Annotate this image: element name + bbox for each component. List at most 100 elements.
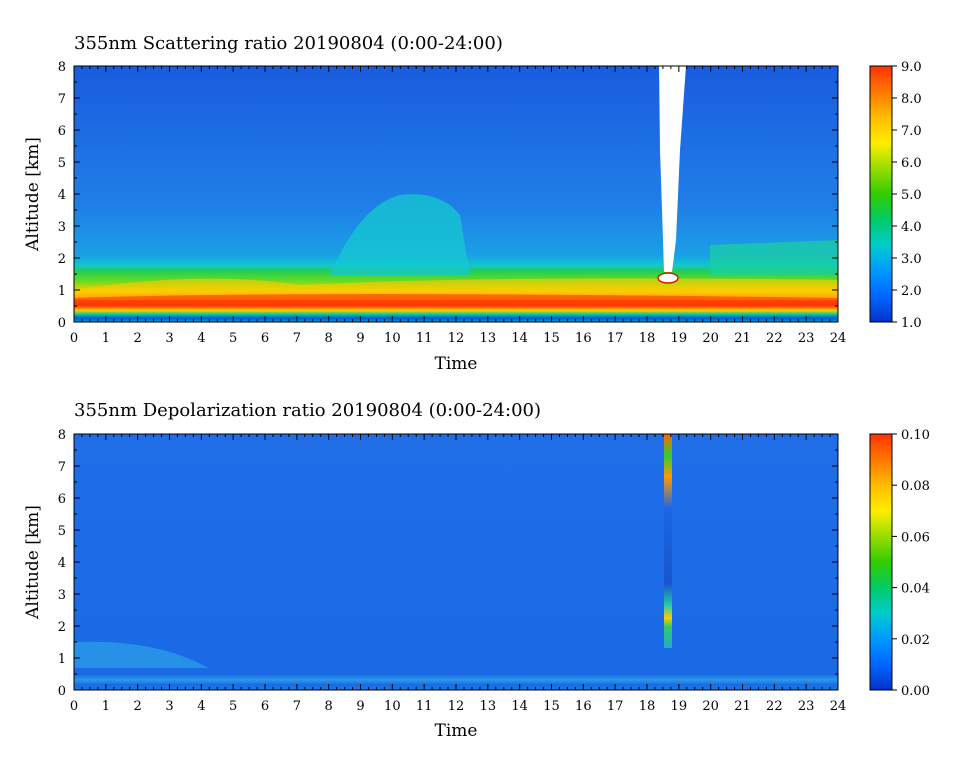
y-tick-label: 0 (58, 316, 66, 331)
x-tick-label: 9 (356, 331, 364, 346)
x-tick-label: 17 (607, 699, 624, 714)
depolarization-ratio-panel: 355nm Depolarization ratio 20190804 (0:0… (23, 400, 930, 741)
colorbar-tick-label: 6.0 (901, 156, 922, 171)
colorbar-tick-label: 0.00 (901, 684, 930, 699)
y-axis-label: Altitude [km] (23, 505, 43, 620)
x-tick-label: 4 (197, 699, 205, 714)
no-data-gap (659, 66, 686, 272)
x-tick-label: 11 (416, 699, 433, 714)
y-tick-label: 6 (58, 492, 66, 507)
y-tick-label: 6 (58, 124, 66, 139)
x-tick-label: 6 (261, 699, 269, 714)
x-tick-label: 14 (511, 699, 528, 714)
x-tick-label: 20 (702, 699, 719, 714)
chart-title: 355nm Depolarization ratio 20190804 (0:0… (74, 400, 541, 421)
x-tick-label: 19 (671, 699, 688, 714)
x-tick-label: 18 (639, 699, 656, 714)
x-tick-label: 19 (671, 331, 688, 346)
x-tick-label: 17 (607, 331, 624, 346)
x-tick-label: 22 (766, 699, 783, 714)
x-tick-label: 21 (734, 699, 751, 714)
y-tick-label: 3 (58, 220, 66, 235)
x-tick-label: 10 (384, 699, 401, 714)
x-tick-label: 8 (325, 331, 333, 346)
y-tick-label: 4 (58, 556, 66, 571)
x-tick-label: 1 (102, 699, 110, 714)
y-tick-label: 8 (58, 60, 66, 75)
x-tick-label: 5 (229, 699, 237, 714)
plot-area (73, 65, 839, 323)
elevated-layer (74, 641, 208, 668)
x-tick-label: 12 (448, 331, 465, 346)
colorbar-tick-label: 1.0 (901, 316, 922, 331)
x-tick-label: 6 (261, 331, 269, 346)
y-axis: 0 1 2 3 4 5 6 7 8 (58, 428, 838, 699)
x-tick-label: 15 (543, 331, 560, 346)
colorbar-tick-label: 0.10 (901, 428, 930, 443)
x-tick-label: 11 (416, 331, 433, 346)
boundary-layer-core (74, 294, 838, 306)
x-tick-label: 24 (830, 699, 847, 714)
cloud-base-marker (657, 272, 679, 284)
y-tick-label: 2 (58, 620, 66, 635)
colorbar-gradient (869, 433, 893, 691)
x-axis: 0 1 2 3 4 5 6 7 8 9 10 11 12 13 14 15 16 17 18 19 20 21 22 23 24 (70, 66, 846, 346)
y-tick-label: 1 (58, 652, 66, 667)
x-axis-label: Time (435, 354, 478, 374)
colorbar-tick-label: 5.0 (901, 188, 922, 203)
x-tick-label: 16 (575, 331, 592, 346)
x-tick-label: 7 (293, 699, 301, 714)
x-tick-label: 4 (197, 331, 205, 346)
y-tick-label: 5 (58, 524, 66, 539)
x-axis: 0 1 2 3 4 5 6 7 8 9 10 11 12 13 14 15 16 17 18 19 20 21 22 23 24 (70, 434, 846, 714)
y-axis-label: Altitude [km] (23, 137, 43, 252)
x-tick-label: 7 (293, 331, 301, 346)
colorbar-tick-label: 0.08 (901, 479, 930, 494)
colorbar-tick-label: 0.06 (901, 530, 930, 545)
x-tick-label: 2 (134, 699, 142, 714)
y-axis: 0 1 2 3 4 5 6 7 8 (58, 60, 838, 331)
colorbar: 1.0 2.0 3.0 4.0 5.0 6.0 7.0 8.0 9.0 (869, 60, 922, 331)
colorbar-gradient (869, 65, 893, 323)
aerosol-plume-late (710, 240, 838, 275)
x-tick-label: 21 (734, 331, 751, 346)
scattering-ratio-panel: 355nm Scattering ratio 20190804 (0:00-24… (23, 33, 922, 374)
x-tick-label: 16 (575, 699, 592, 714)
y-tick-label: 4 (58, 188, 66, 203)
colorbar-tick-label: 9.0 (901, 60, 922, 75)
colorbar-tick-label: 8.0 (901, 92, 922, 107)
y-tick-label: 8 (58, 428, 66, 443)
x-tick-label: 13 (480, 699, 497, 714)
x-tick-label: 10 (384, 331, 401, 346)
x-tick-label: 2 (134, 331, 142, 346)
y-tick-label: 5 (58, 156, 66, 171)
x-tick-label: 14 (511, 331, 528, 346)
y-tick-label: 7 (58, 460, 66, 475)
x-tick-label: 13 (480, 331, 497, 346)
x-tick-label: 12 (448, 699, 465, 714)
x-tick-label: 24 (830, 331, 847, 346)
x-tick-label: 3 (165, 699, 173, 714)
y-tick-label: 1 (58, 284, 66, 299)
colorbar-tick-label: 3.0 (901, 252, 922, 267)
x-tick-label: 5 (229, 331, 237, 346)
x-tick-label: 20 (702, 331, 719, 346)
colorbar-tick-label: 0.04 (901, 582, 930, 597)
x-tick-label: 22 (766, 331, 783, 346)
x-tick-label: 15 (543, 699, 560, 714)
y-tick-label: 7 (58, 92, 66, 107)
plot-area (73, 433, 839, 691)
x-tick-label: 9 (356, 699, 364, 714)
x-tick-label: 0 (70, 699, 78, 714)
colorbar-tick-label: 4.0 (901, 220, 922, 235)
x-tick-label: 23 (798, 331, 815, 346)
x-tick-label: 1 (102, 331, 110, 346)
aerosol-plume (330, 194, 470, 275)
y-tick-label: 3 (58, 588, 66, 603)
x-tick-label: 8 (325, 699, 333, 714)
colorbar-tick-label: 2.0 (901, 284, 922, 299)
colorbar-tick-label: 7.0 (901, 124, 922, 139)
x-axis-label: Time (435, 721, 478, 741)
x-tick-label: 23 (798, 699, 815, 714)
